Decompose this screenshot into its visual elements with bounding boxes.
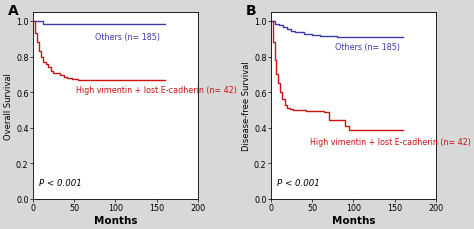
Text: P < 0.001: P < 0.001 [39, 179, 82, 188]
Y-axis label: Overall Survival: Overall Survival [4, 73, 13, 139]
X-axis label: Months: Months [93, 215, 137, 225]
Text: B: B [246, 4, 256, 18]
Text: Others (n= 185): Others (n= 185) [335, 43, 400, 52]
Text: High vimentin + lost E-cadherin (n= 42): High vimentin + lost E-cadherin (n= 42) [76, 86, 237, 95]
Text: A: A [8, 4, 18, 18]
Text: Others (n= 185): Others (n= 185) [95, 33, 160, 41]
Text: P < 0.001: P < 0.001 [277, 179, 320, 188]
X-axis label: Months: Months [331, 215, 375, 225]
Text: High vimentin + lost E-cadherin (n= 42): High vimentin + lost E-cadherin (n= 42) [310, 137, 471, 146]
Y-axis label: Disease-free Survival: Disease-free Survival [242, 61, 251, 151]
